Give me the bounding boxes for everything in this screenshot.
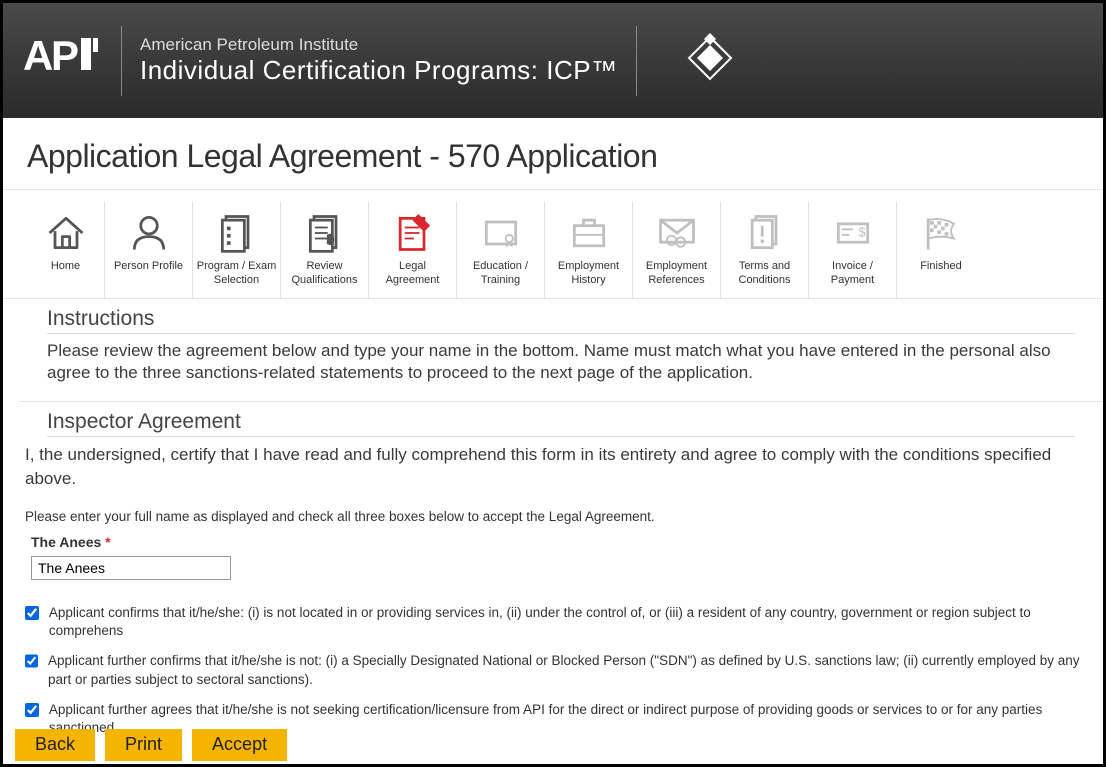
name-field-label-text: The Anees [31,534,101,550]
sanctions-check-2[interactable] [25,654,38,668]
nav-label: Invoice / Payment [811,260,894,288]
sanctions-check-2-label: Applicant further confirms that it/he/sh… [48,652,1097,688]
nav-step-home[interactable]: Home [27,202,105,298]
legal-icon [371,206,454,260]
nav-label: Person Profile [107,260,190,274]
nav-step-invoice[interactable]: $ Invoice / Payment [809,202,897,298]
header-line1: American Petroleum Institute [140,35,618,55]
full-name-input[interactable] [31,556,231,580]
certify-text: I, the undersigned, certify that I have … [19,443,1103,491]
header-line2: Individual Certification Programs: ICP™ [140,55,618,86]
nav-label: Home [29,260,102,274]
sanctions-check-1-row: Applicant confirms that it/he/she: (i) i… [19,602,1103,650]
logo-divider [121,26,122,96]
nav-label: Legal Agreement [371,260,454,288]
invoice-icon: $ [811,206,894,260]
nav-label: Education / Training [459,260,542,288]
page-title: Application Legal Agreement - 570 Applic… [3,118,1103,190]
sanctions-check-3[interactable] [25,703,39,717]
nav-step-employment-history[interactable]: Employment History [545,202,633,298]
wizard-nav: Home Person Profile Program / Exam Selec… [3,198,1103,299]
briefcase-icon [547,206,630,260]
name-field-label: The Anees * [25,534,111,550]
nav-step-review-qualifications[interactable]: Review Qualifications [281,202,369,298]
sanctions-check-1-label: Applicant confirms that it/he/she: (i) i… [49,604,1097,640]
instructions-text: Please review the agreement below and ty… [47,340,1075,386]
nav-label: Program / Exam Selection [195,260,278,288]
svg-text:P: P [51,32,78,79]
nav-step-program-exam[interactable]: Program / Exam Selection [193,202,281,298]
nav-label: Employment History [547,260,630,288]
sanctions-check-2-row: Applicant further confirms that it/he/sh… [19,650,1103,698]
review-icon [283,206,366,260]
svg-text:A: A [23,32,53,79]
logo-block: A P American Petroleum Institute Individ… [23,26,735,96]
nav-label: Terms and Conditions [723,260,806,288]
instructions-heading: Instructions [47,299,1075,334]
nav-step-employment-references[interactable]: Employment References [633,202,721,298]
print-button[interactable]: Print [105,729,182,761]
person-icon [107,206,190,260]
nav-label: Review Qualifications [283,260,366,288]
content-area: Instructions Please review the agreement… [3,299,1103,748]
back-button[interactable]: Back [15,729,95,761]
nav-label: Finished [899,260,983,274]
button-bar: Back Print Accept [15,729,287,761]
svg-text:$: $ [858,225,865,240]
home-icon [29,206,102,260]
nav-label: Employment References [635,260,718,288]
references-icon [635,206,718,260]
checklist-icon [195,206,278,260]
header-bar: A P American Petroleum Institute Individ… [3,3,1103,118]
logo-divider-2 [636,26,637,96]
required-asterisk: * [105,534,110,550]
nav-step-legal-agreement[interactable]: Legal Agreement [369,202,457,298]
api-logo: A P [23,32,103,90]
helper-text: Please enter your full name as displayed… [19,509,1103,524]
terms-icon [723,206,806,260]
nav-step-terms[interactable]: Terms and Conditions [721,202,809,298]
agreement-heading: Inspector Agreement [47,402,1075,437]
nav-step-education[interactable]: Education / Training [457,202,545,298]
education-icon [459,206,542,260]
sanctions-check-1[interactable] [25,606,39,620]
header-text: American Petroleum Institute Individual … [140,35,618,86]
diamond-icon [685,33,735,88]
nav-step-finished[interactable]: Finished [897,202,985,298]
nav-step-person-profile[interactable]: Person Profile [105,202,193,298]
accept-button[interactable]: Accept [192,729,287,761]
flag-icon [899,206,983,260]
